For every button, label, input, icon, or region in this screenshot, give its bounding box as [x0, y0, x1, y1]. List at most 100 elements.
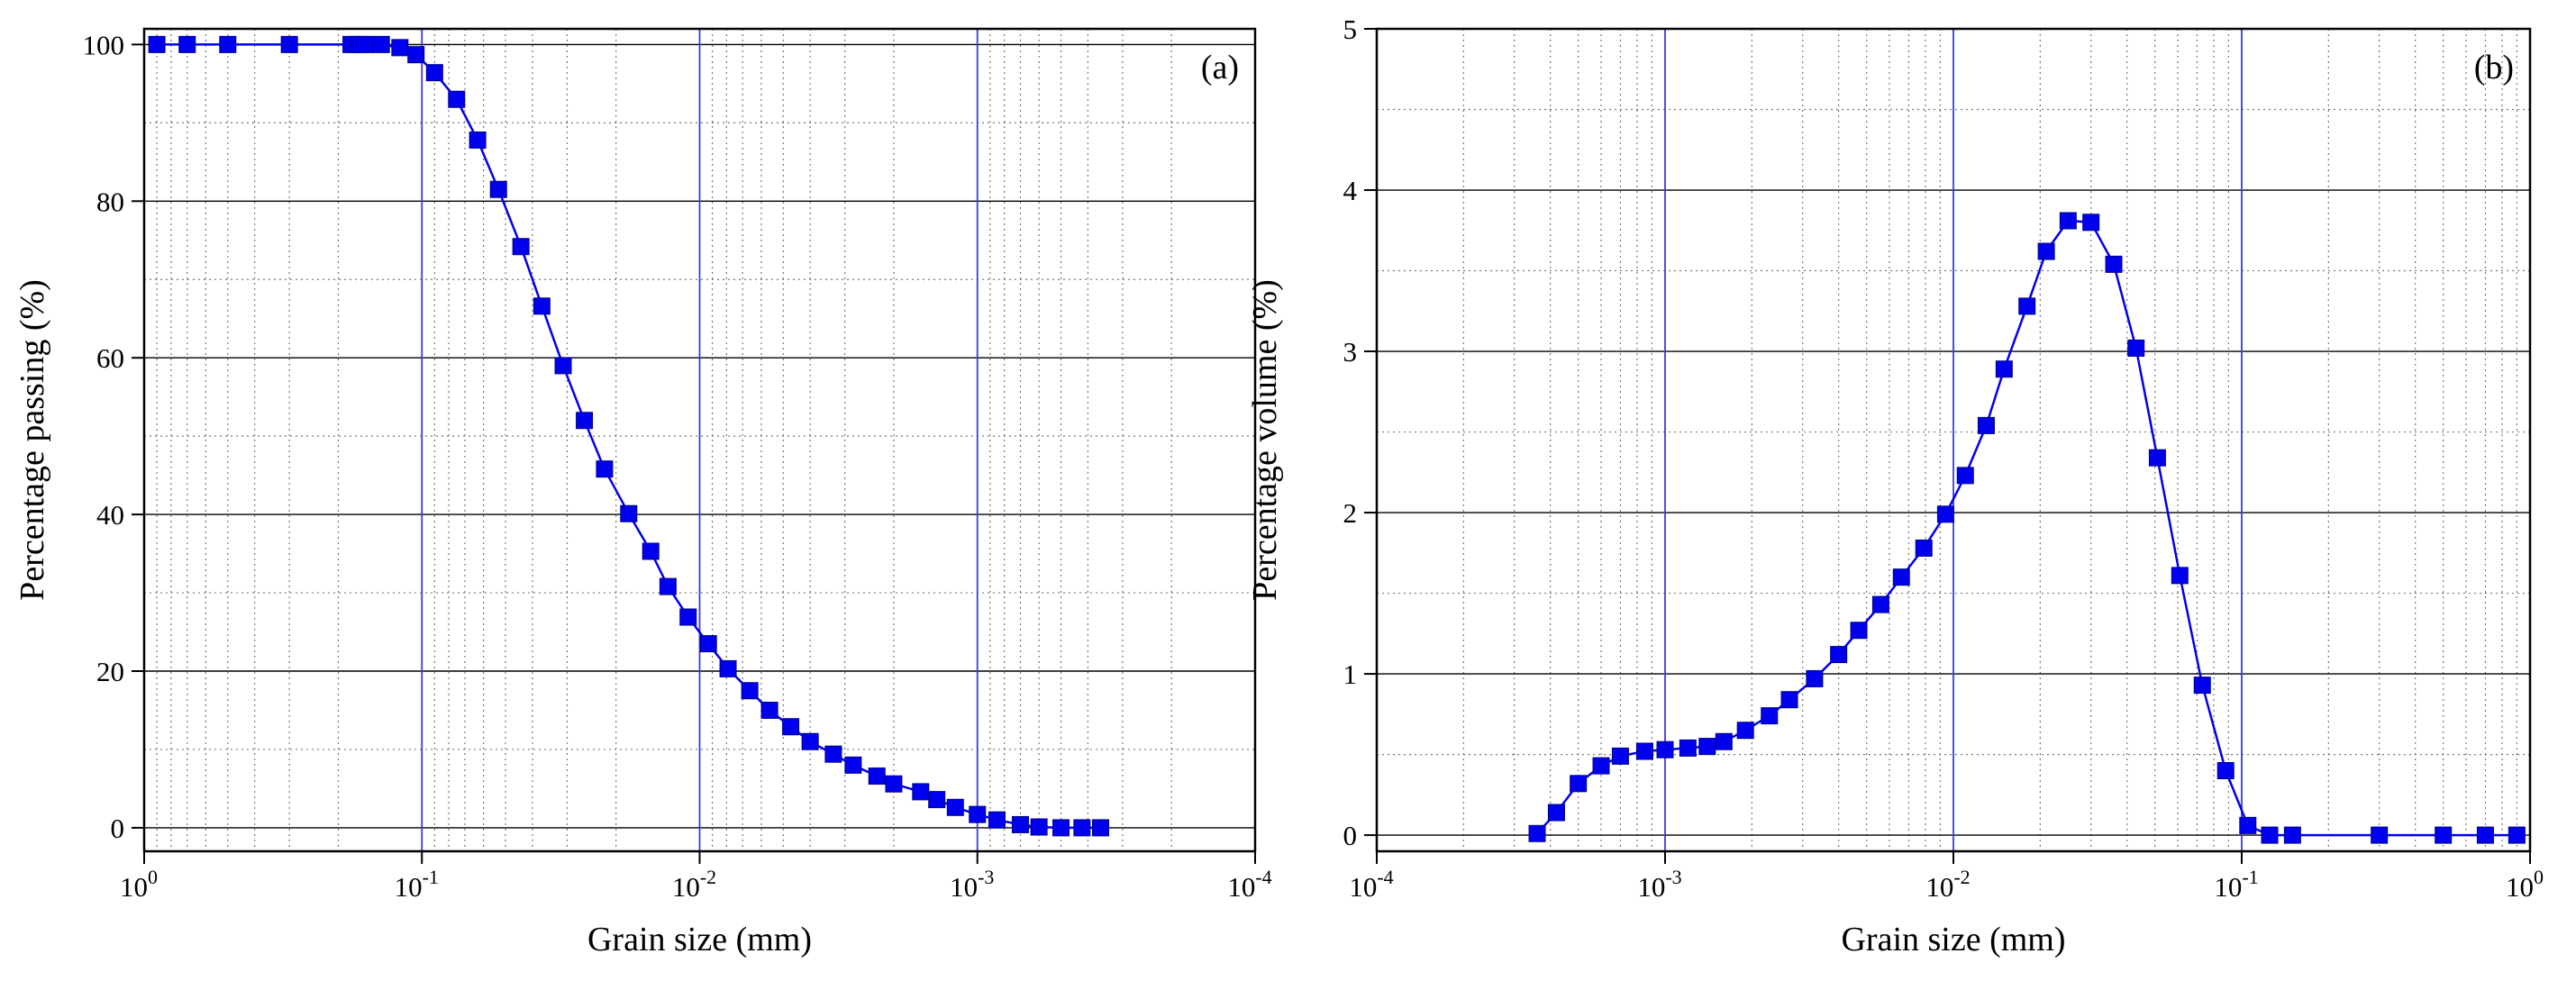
chart-b-point: [1936, 505, 1954, 523]
chart-b-point: [2082, 213, 2100, 232]
chart-a-y-tick-label: 20: [96, 656, 124, 687]
chart-b-point: [2216, 761, 2235, 779]
chart-b-point: [1528, 824, 1546, 842]
chart-a-y-tick-label: 80: [96, 186, 124, 217]
chart-b-point: [1806, 669, 1824, 687]
chart-a-y-tick-label: 100: [83, 29, 125, 60]
chart-a-point: [391, 39, 409, 57]
chart-a-point: [642, 542, 660, 560]
chart-a-point: [148, 35, 166, 53]
chart-b-point: [1592, 757, 1610, 775]
chart-a-point: [969, 805, 987, 823]
chart-b-y-tick-label: 0: [1343, 820, 1358, 851]
chart-a-point: [1073, 819, 1091, 837]
chart-b-point: [2171, 567, 2189, 585]
chart-b-x-tick-label: 10-3: [1637, 866, 1681, 903]
chart-b-point: [2371, 826, 2389, 844]
chart-b-point: [1547, 804, 1565, 822]
chart-a-point: [699, 635, 717, 653]
chart-b-point: [1892, 568, 1910, 586]
chart-b-point: [1995, 360, 2013, 378]
chart-b-point: [2127, 339, 2145, 357]
chart-a-point: [219, 35, 237, 53]
chart-a-point: [946, 798, 964, 816]
chart-a-point: [178, 35, 196, 53]
chart-a-point: [1011, 815, 1029, 833]
chart-b-point: [1656, 740, 1674, 758]
chart-a-point: [659, 577, 677, 595]
chart-b-y-tick-label: 3: [1343, 336, 1358, 368]
chart-b: 0 1 2 3 4 5 10-4 10-3 10-2 10-1 100 (b) Grain size (…: [1246, 14, 2544, 958]
chart-b-point: [1956, 467, 1974, 485]
chart-b-point: [1611, 747, 1629, 765]
chart-a-point: [885, 775, 903, 793]
chart-b-point: [2018, 297, 2036, 315]
chart-b-x-tick-label: 10-4: [1349, 866, 1393, 903]
chart-a-point: [532, 297, 551, 315]
chart-a-x-tick-label: 10-2: [672, 866, 716, 903]
chart-a-point: [1030, 818, 1048, 836]
chart-a-point: [596, 460, 614, 478]
chart-b-y-tick-label: 2: [1343, 497, 1358, 529]
chart-a-point: [988, 811, 1006, 829]
chart-a-point: [760, 701, 778, 719]
chart-b-y-tick-label: 1: [1343, 658, 1358, 690]
chart-a-x-tick-label: 100: [120, 866, 158, 903]
chart-a-point: [824, 745, 842, 763]
chart-a-x-tick-label: 10-4: [1227, 866, 1271, 903]
chart-a-y-tick-label: 60: [96, 342, 124, 374]
chart-a-point: [844, 756, 862, 774]
chart-a-x-tick-label: 10-1: [395, 866, 439, 903]
chart-b-point: [1570, 775, 1588, 793]
chart-a-point: [741, 682, 759, 700]
chart-b-series-line: [1536, 219, 2517, 837]
chart-b-x-tick-label: 10-1: [2214, 866, 2258, 903]
chart-b-x-tick-label: 100: [2506, 866, 2544, 903]
chart-b-panel-label: (b): [2474, 49, 2514, 86]
chart-a-point: [1092, 819, 1110, 837]
chart-b-point: [1761, 707, 1779, 725]
chart-a-y-axis-title: Percentage passing (%): [14, 279, 51, 601]
chart-b-point: [1635, 742, 1653, 760]
chart-b-y-axis-title: Percentage volume (%): [1246, 279, 1284, 601]
chart-b-point: [1977, 416, 1995, 434]
chart-b-point: [2148, 449, 2166, 467]
chart-a-point: [912, 783, 930, 801]
chart-a-point: [489, 180, 507, 198]
chart-b-y-tick-label: 5: [1343, 14, 1358, 45]
chart-b-point: [1780, 691, 1798, 709]
chart-a-point: [372, 35, 390, 53]
chart-a: 0 20 40 60 80 100 100 10-1 10-2 10-3 10-4 (a) Grain …: [14, 27, 1272, 958]
chart-a-panel-label: (a): [1201, 49, 1239, 86]
chart-b-point: [1830, 646, 1848, 664]
chart-a-point: [554, 357, 572, 375]
chart-a-point: [782, 718, 800, 736]
chart-a-x-tick-label: 10-3: [950, 866, 994, 903]
chart-b-point: [1871, 595, 1889, 613]
chart-b-y-tick-label: 4: [1343, 175, 1358, 206]
chart-a-point: [679, 608, 697, 626]
chart-b-point: [2193, 677, 2211, 695]
chart-b-point: [1715, 732, 1733, 750]
chart-a-point: [512, 238, 530, 256]
chart-b-point: [1679, 739, 1697, 757]
chart-a-point: [425, 64, 443, 82]
chart-b-point: [2105, 255, 2123, 273]
chart-a-point: [928, 791, 946, 809]
chart-a-y-tick-label: 0: [111, 813, 125, 844]
chart-a-series-line: [157, 43, 1101, 830]
chart-b-point: [1736, 722, 1754, 740]
chart-b-point: [2435, 826, 2453, 844]
chart-b-point: [1698, 738, 1716, 756]
chart-b-x-tick-label: 10-2: [1925, 866, 1970, 903]
chart-b-point: [2508, 826, 2526, 844]
chart-a-point: [280, 35, 298, 53]
chart-a-frame: [142, 27, 1257, 853]
chart-b-point: [2037, 242, 2055, 260]
chart-a-point: [576, 412, 594, 430]
chart-a-point: [469, 131, 487, 149]
chart-a-point: [801, 732, 819, 750]
chart-b-point: [1850, 622, 1868, 640]
chart-a-point: [448, 90, 466, 108]
